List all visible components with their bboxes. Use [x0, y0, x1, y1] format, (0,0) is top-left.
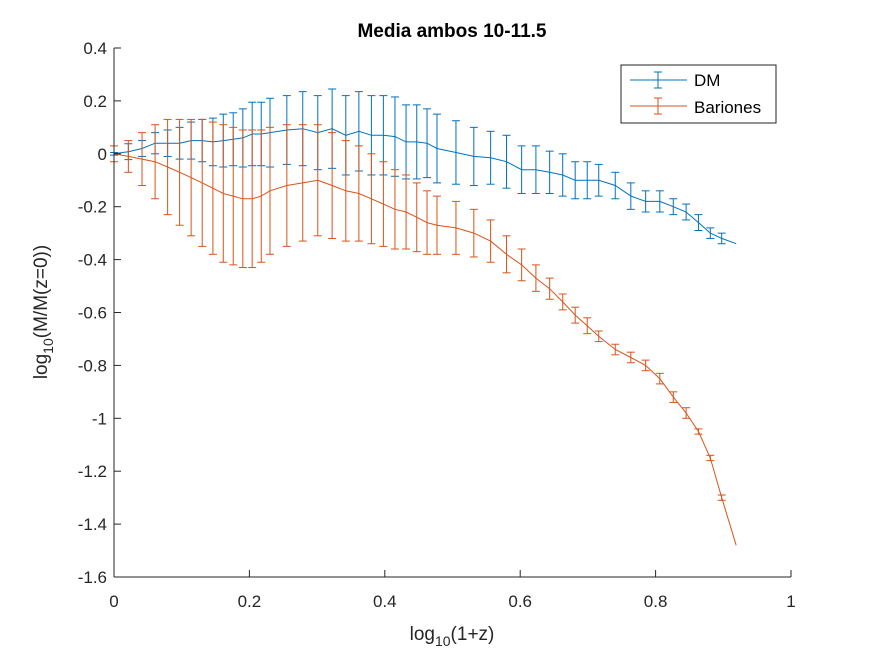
- y-tick-label: 0.2: [83, 92, 107, 111]
- y-tick-label: -1.2: [78, 462, 107, 481]
- y-tick-label: -0.4: [78, 251, 107, 270]
- legend-entry-dm: DM: [630, 71, 720, 90]
- x-tick-label: 0: [109, 592, 118, 611]
- legend-box: [620, 64, 777, 124]
- x-tick-label: 1: [786, 592, 795, 611]
- x-tick-label: 0.6: [508, 592, 532, 611]
- y-tick-label: -0.8: [78, 356, 107, 375]
- y-axis-title: log10(M/M(z=0)): [31, 245, 56, 379]
- y-tick-label: -1: [92, 409, 107, 428]
- y-axis-title-subscript: 10: [40, 338, 56, 354]
- x-axis-title-rest: (1+z): [451, 624, 495, 645]
- chart-title: Media ambos 10-11.5: [357, 21, 546, 42]
- x-tick-label: 0.2: [238, 592, 262, 611]
- y-axis-title-base: log: [31, 354, 52, 379]
- x-axis-title: log10(1+z): [410, 624, 495, 649]
- series-layer: [110, 88, 737, 546]
- x-tick-label: 0.4: [373, 592, 397, 611]
- x-axis-title-base: log: [410, 624, 435, 645]
- y-tick-label: -0.2: [78, 198, 107, 217]
- ticks-layer: 0 0.2 0.4 0.6 0.8 1 -1.6 -1.4 -1.2 -1 -0.8 -0.6 -0.4…: [78, 39, 796, 611]
- y-tick-label: 0.4: [83, 39, 107, 58]
- x-axis-title-subscript: 10: [435, 633, 451, 649]
- series-bariones: [110, 118, 737, 546]
- y-tick-label: 0: [98, 145, 107, 164]
- y-tick-label: -1.4: [78, 515, 107, 534]
- x-tick-label: 0.8: [644, 592, 668, 611]
- y-tick-label: -1.6: [78, 568, 107, 587]
- y-tick-label: -0.6: [78, 304, 107, 323]
- legend-entry-bariones: Bariones: [630, 97, 761, 117]
- legend-label-bariones: Bariones: [694, 98, 761, 117]
- legend: DM Bariones: [620, 64, 777, 124]
- legend-label-dm: DM: [694, 71, 720, 90]
- y-axis-title-rest: (M/M(z=0)): [31, 245, 52, 338]
